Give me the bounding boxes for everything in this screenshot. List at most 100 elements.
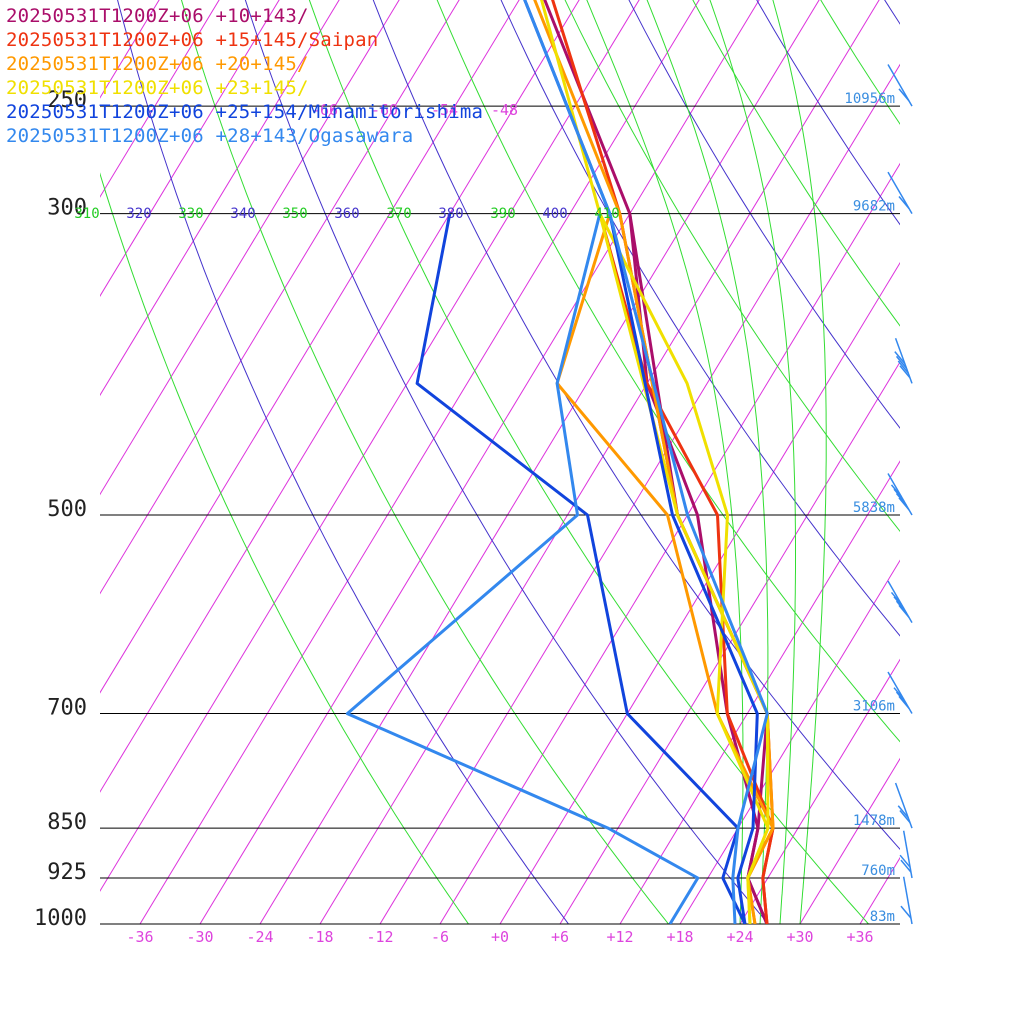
dry-adiabat-line (100, 172, 470, 924)
temperature-tick-label: +24 (726, 928, 753, 946)
wind-barb-flag (899, 809, 911, 823)
dewpoint-line (415, 213, 747, 924)
wind-barb-flag (893, 687, 905, 701)
temperature-tick-label: +30 (786, 928, 813, 946)
temperature-tick-label: -6 (431, 928, 449, 946)
wind-barb-flag (898, 604, 910, 618)
isotherm-line (379, 63, 900, 924)
legend-entry: 20250531T1200Z+06 +28+143/Ogasawara (6, 125, 413, 147)
dry-adiabat-line (552, 0, 1024, 953)
dry-adiabat-line (436, 0, 900, 743)
isotherm-line (199, 0, 760, 924)
wind-barb-flag (897, 360, 909, 374)
wind-barb-shaft (902, 830, 913, 879)
theta-label: 330 (178, 206, 203, 222)
isotherm-line (100, 0, 520, 694)
dry-adiabat-line (820, 0, 900, 125)
isotherm-line (980, 0, 1024, 924)
wind-barb-shaft (902, 876, 913, 925)
height-label: 10956m (844, 91, 895, 107)
isotherm-line (619, 460, 900, 924)
temperature-tick-label: -24 (246, 928, 273, 946)
wind-barbs (887, 64, 913, 925)
temperature-tick-label: -30 (186, 928, 213, 946)
temperature-top-label: -60 (371, 101, 398, 119)
moist-adiabat-line (586, 0, 744, 924)
wind-barb-flag (895, 600, 908, 614)
background-grid (100, 0, 1024, 953)
dry-adiabat-line (180, 0, 670, 924)
dry-adiabat-line (756, 0, 900, 226)
temperature-tick-label: -36 (126, 928, 153, 946)
isotherm-line (319, 0, 880, 924)
temperature-top-label: -54 (431, 101, 458, 119)
temperature-line (523, 0, 769, 924)
sounding-series (345, 0, 775, 924)
dewpoint-line (598, 213, 770, 924)
isotherm-line (259, 0, 820, 924)
temperature-tick-label: +18 (666, 928, 693, 946)
theta-label: 360 (334, 206, 359, 222)
temperature-tick-label: +12 (606, 928, 633, 946)
wind-barb-flag (893, 488, 905, 502)
wind-barb-flag (894, 351, 906, 365)
temperature-line (543, 0, 769, 924)
pressure-label: 250 (47, 88, 87, 113)
wind-barb-flag (898, 195, 910, 209)
moist-adiabat-line (772, 0, 827, 924)
dry-adiabat-line (628, 0, 900, 429)
theta-label: 390 (490, 206, 515, 222)
pressure-label: 500 (47, 497, 87, 522)
height-label: 3106m (853, 699, 895, 715)
pressure-label: 850 (47, 810, 87, 835)
isotherm-line (439, 162, 900, 924)
theta-label: 350 (282, 206, 307, 222)
height-label: 9682m (853, 199, 895, 215)
dry-adiabat-line (308, 0, 870, 924)
theta-label: 340 (230, 206, 255, 222)
isotherm-line (559, 361, 900, 924)
theta-label: 310 (74, 206, 99, 222)
theta-label: 370 (386, 206, 411, 222)
temperature-top-label: -48 (491, 101, 518, 119)
isotherm-line (100, 0, 640, 892)
moist-adiabat-line (709, 0, 796, 924)
legend-entry: 20250531T1200Z+06 +10+143/ (6, 5, 309, 27)
wind-barb-flag (900, 859, 912, 873)
dry-adiabat-line (592, 0, 1024, 953)
isotherm-line (139, 0, 700, 924)
pressure-label: 700 (47, 696, 87, 721)
isotherm-line (799, 757, 900, 924)
isotherm-line (679, 559, 900, 924)
temperature-tick-label: +6 (551, 928, 569, 946)
dewpoint-line (598, 213, 775, 924)
pressure-label: 925 (47, 860, 87, 885)
temperature-tick-label: +0 (491, 928, 509, 946)
wind-barb-flag (899, 854, 911, 868)
legend-entry: 20250531T1200Z+06 +25+154/Minamitorishim… (6, 101, 483, 123)
dewpoint-line (345, 213, 700, 924)
temperature-line (533, 0, 775, 924)
wind-barb-flag (895, 493, 908, 506)
wind-barb-flag (895, 691, 908, 705)
pressure-label: 1000 (34, 906, 87, 931)
legend-entry: 20250531T1200Z+06 +20+145/ (6, 53, 309, 75)
legend-entry: 20250531T1200Z+06 +23+145/ (6, 77, 309, 99)
wind-barb-flag (890, 484, 903, 498)
isotherm-line (859, 856, 900, 924)
height-label: 83m (870, 909, 895, 925)
legend-entry: 20250531T1200Z+06 +15+145/Saipan (6, 29, 378, 51)
isotherm-line (920, 0, 1024, 924)
temperature-tick-label: +36 (846, 928, 873, 946)
wind-barb-flag (899, 365, 911, 379)
temperature-tick-label: -12 (366, 928, 393, 946)
height-label: 5838m (853, 500, 895, 516)
theta-label: 410 (594, 206, 619, 222)
dry-adiabat-line (372, 0, 900, 851)
temperature-top-label: -66 (311, 101, 338, 119)
isotherm-line (739, 658, 900, 924)
axis-labels: 100150200250300500700850925100016615m142… (34, 88, 895, 946)
dry-adiabat-line (500, 0, 900, 637)
theta-label: 380 (438, 206, 463, 222)
